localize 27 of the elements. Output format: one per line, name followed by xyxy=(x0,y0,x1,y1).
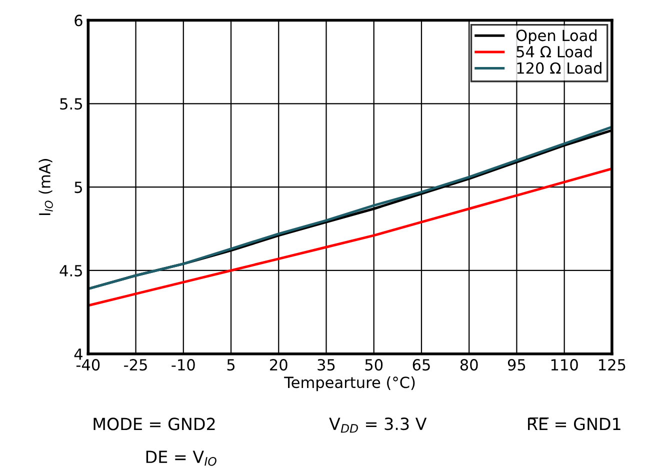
x-tick-label: 125 xyxy=(599,359,626,371)
legend-label: Open Load xyxy=(516,29,596,44)
legend-label: 120 Ω Load xyxy=(517,62,602,74)
x-tick-label: -10 xyxy=(172,359,195,371)
x-tick-label: -25 xyxy=(124,359,147,371)
y-tick-label: 5 xyxy=(74,182,82,194)
text: R̅E̅ = GND1 xyxy=(528,417,620,430)
y-axis-title: I$_{IO}$ (mA) xyxy=(38,159,53,215)
legend-label: 54 Ω Load xyxy=(516,46,592,58)
x-tick-label: 5 xyxy=(227,359,235,371)
x-tick-label: -40 xyxy=(76,359,100,371)
y-tick-label: 5.5 xyxy=(60,98,82,110)
y-tick-label: 4 xyxy=(74,348,82,360)
x-tick-label: 65 xyxy=(412,359,430,371)
x-tick-label: 35 xyxy=(318,359,335,371)
text: V$_{DD}$ = 3.3 V xyxy=(329,418,427,433)
x-tick-label: 50 xyxy=(365,359,383,371)
x-axis-title: Tempearture (°C) xyxy=(284,376,415,392)
text: MODE = GND2 xyxy=(94,418,215,430)
text: DE = V$_{IO}$ xyxy=(146,450,216,466)
x-tick-label: 95 xyxy=(508,359,526,371)
y-tick-label: 6 xyxy=(74,14,82,26)
line-series xyxy=(88,167,612,307)
y-tick-label: 4.5 xyxy=(60,265,82,277)
x-tick-label: 110 xyxy=(551,359,578,371)
x-tick-label: 80 xyxy=(460,359,478,371)
x-tick-label: 20 xyxy=(270,359,288,371)
